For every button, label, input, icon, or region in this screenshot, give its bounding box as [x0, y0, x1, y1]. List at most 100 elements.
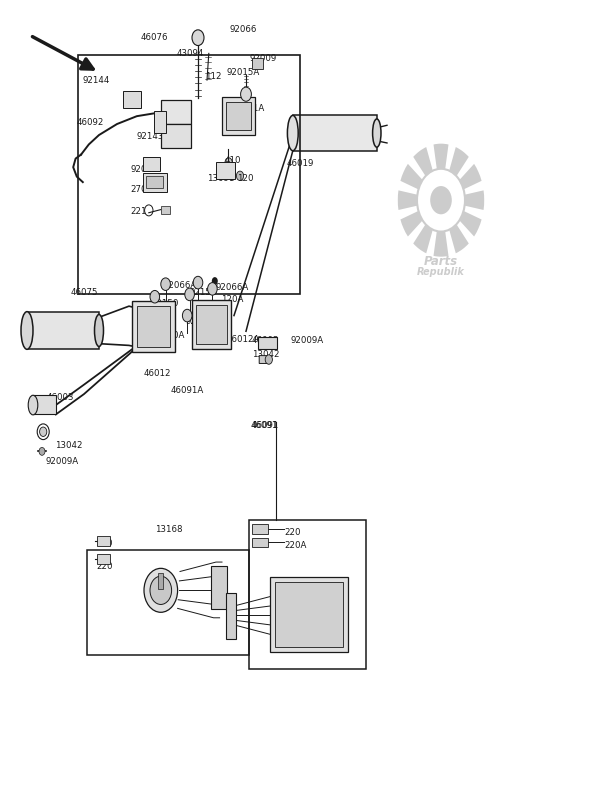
Bar — [143, 173, 167, 192]
Circle shape — [265, 355, 272, 364]
Text: 46012A: 46012A — [227, 334, 260, 344]
Circle shape — [150, 290, 160, 303]
Bar — [192, 300, 231, 349]
Ellipse shape — [94, 315, 103, 346]
Circle shape — [185, 288, 194, 301]
Bar — [123, 91, 141, 108]
Bar — [161, 124, 191, 148]
Text: 220A: 220A — [284, 541, 307, 550]
Bar — [87, 550, 249, 655]
Bar — [97, 536, 110, 546]
Bar — [270, 577, 348, 652]
Text: 410: 410 — [225, 155, 241, 165]
Wedge shape — [400, 164, 422, 189]
Circle shape — [39, 447, 45, 455]
Bar — [78, 55, 300, 294]
Text: 13042: 13042 — [252, 350, 280, 360]
Text: 92015: 92015 — [131, 165, 158, 174]
Ellipse shape — [21, 312, 33, 349]
Text: Parts: Parts — [424, 255, 458, 268]
Circle shape — [430, 186, 452, 214]
Circle shape — [417, 169, 465, 232]
Bar — [211, 566, 227, 609]
Bar — [249, 520, 366, 669]
Wedge shape — [433, 231, 449, 257]
Text: 92015A: 92015A — [227, 68, 260, 77]
Text: 43094: 43094 — [177, 49, 205, 58]
Bar — [97, 554, 110, 564]
Bar — [252, 524, 268, 534]
Bar — [275, 582, 343, 647]
Text: 220: 220 — [97, 539, 113, 548]
Text: 46091: 46091 — [251, 421, 278, 430]
Text: 120A: 120A — [162, 331, 184, 341]
Bar — [137, 306, 170, 347]
Text: 46003: 46003 — [47, 392, 74, 402]
Circle shape — [212, 277, 218, 285]
Bar — [143, 157, 160, 171]
Circle shape — [182, 309, 192, 322]
Wedge shape — [400, 211, 422, 236]
Text: 46075: 46075 — [71, 287, 98, 297]
Circle shape — [241, 87, 251, 101]
Text: 220: 220 — [284, 528, 301, 537]
Text: 112: 112 — [205, 72, 222, 82]
Wedge shape — [449, 147, 469, 176]
Bar — [293, 115, 377, 151]
Bar — [222, 97, 255, 135]
Text: 92066: 92066 — [230, 25, 257, 35]
Wedge shape — [433, 144, 449, 170]
Text: 92150: 92150 — [190, 287, 217, 297]
Text: 92009: 92009 — [250, 53, 277, 63]
Bar — [258, 337, 277, 349]
Circle shape — [193, 276, 203, 289]
Text: 92066A: 92066A — [216, 283, 249, 292]
Text: 46091A: 46091A — [171, 386, 204, 396]
Wedge shape — [449, 225, 469, 254]
Text: 46012: 46012 — [144, 369, 172, 378]
Circle shape — [236, 171, 244, 181]
Text: 27010: 27010 — [131, 185, 158, 195]
Ellipse shape — [287, 115, 298, 151]
Wedge shape — [398, 190, 418, 210]
Bar — [252, 58, 263, 69]
Text: Republik: Republik — [417, 267, 465, 277]
Bar — [27, 312, 99, 349]
Text: 92066A: 92066A — [163, 281, 196, 290]
Text: 46076: 46076 — [141, 33, 169, 42]
Text: 92066A: 92066A — [186, 317, 219, 327]
Circle shape — [144, 568, 178, 612]
Bar — [132, 301, 175, 352]
Text: 92009A: 92009A — [45, 457, 78, 466]
Wedge shape — [413, 147, 433, 176]
Bar — [226, 102, 251, 130]
Bar — [146, 176, 163, 188]
Bar — [226, 593, 236, 639]
Text: 46091: 46091 — [252, 421, 280, 430]
Text: 46019: 46019 — [287, 159, 314, 168]
Text: 13042: 13042 — [55, 441, 83, 451]
Text: 120: 120 — [237, 174, 254, 184]
Text: 220: 220 — [97, 562, 113, 571]
Circle shape — [145, 205, 153, 216]
Circle shape — [225, 158, 232, 167]
Circle shape — [161, 278, 170, 290]
Text: 120A: 120A — [221, 295, 243, 305]
Ellipse shape — [28, 396, 38, 414]
Text: 13168: 13168 — [155, 524, 182, 534]
Bar — [161, 206, 170, 214]
Wedge shape — [460, 164, 482, 189]
Circle shape — [208, 283, 217, 295]
Bar — [216, 162, 235, 179]
Text: 13091: 13091 — [207, 174, 235, 184]
Circle shape — [192, 30, 204, 46]
Polygon shape — [259, 356, 272, 363]
Text: 92144: 92144 — [83, 75, 110, 85]
Ellipse shape — [373, 119, 381, 148]
Text: 13091A: 13091A — [231, 104, 264, 113]
Bar — [158, 573, 163, 589]
Text: 92143: 92143 — [137, 132, 164, 141]
Wedge shape — [460, 211, 482, 236]
Circle shape — [150, 576, 172, 604]
Circle shape — [40, 427, 47, 436]
